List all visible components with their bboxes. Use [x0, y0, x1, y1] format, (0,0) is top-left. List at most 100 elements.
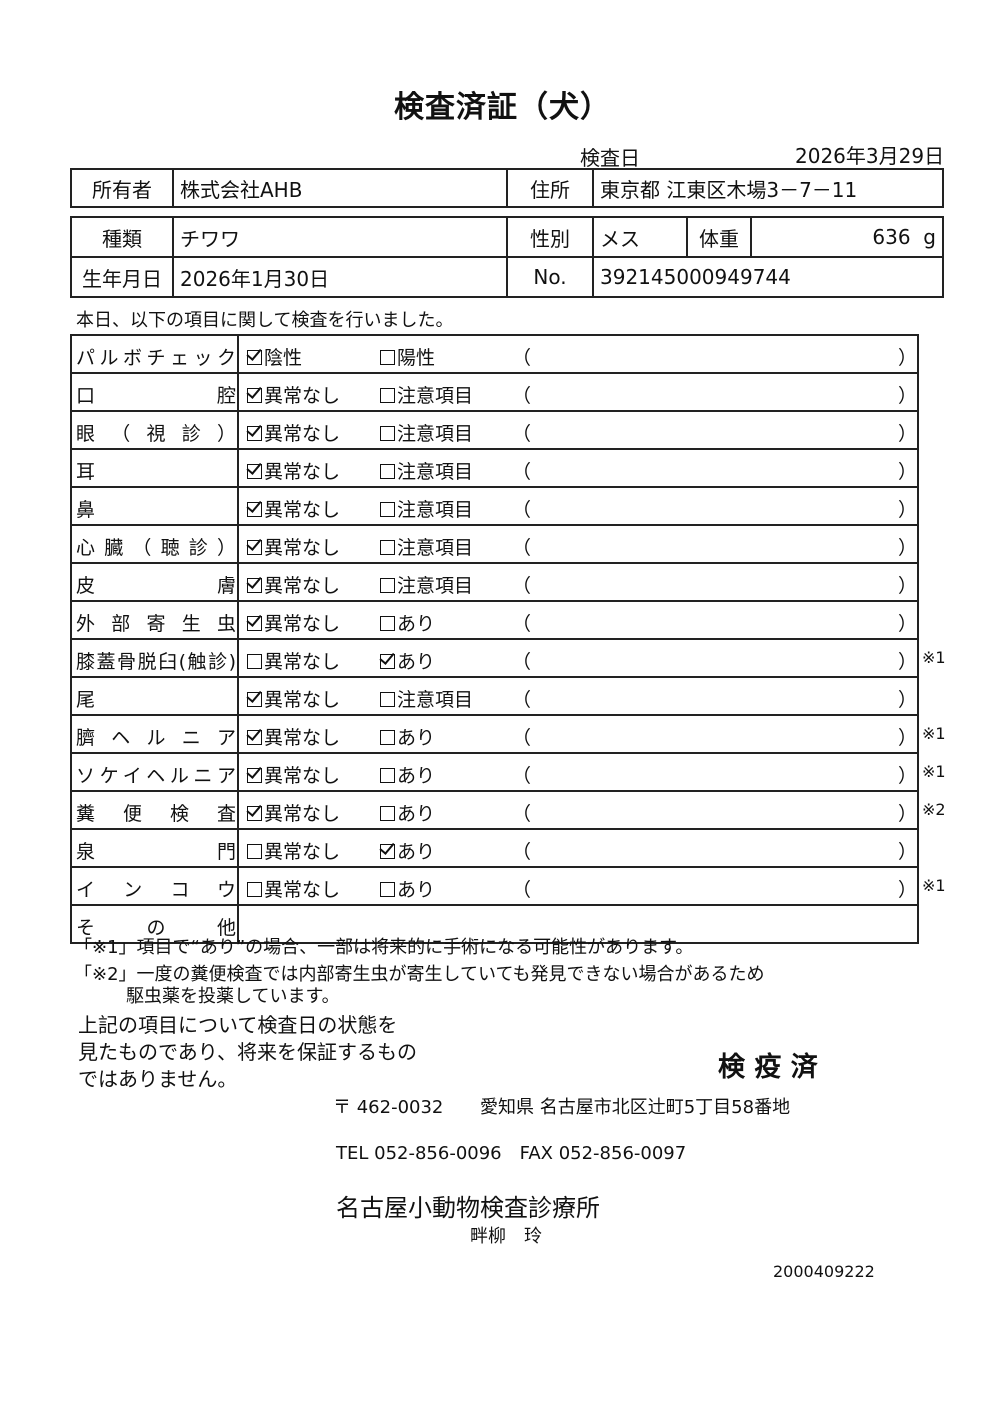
option-label: 注意項目: [397, 537, 474, 559]
option-label: 異常なし: [264, 765, 341, 787]
check-row: 膝蓋骨脱臼(触診) 異常なし あり （ ） ※1: [72, 640, 946, 678]
checkbox-checked-icon[interactable]: [380, 844, 395, 859]
checkbox-unchecked-icon[interactable]: [247, 882, 262, 897]
paren-close: ）: [898, 423, 918, 445]
disclaimer-line: 見たものであり、将来を保証するもの: [78, 1040, 417, 1064]
checkbox-checked-icon[interactable]: [247, 616, 262, 631]
checkbox-checked-icon[interactable]: [247, 692, 262, 707]
option-label: あり: [397, 879, 436, 901]
option-2: 注意項目: [380, 495, 473, 522]
divider: [237, 640, 239, 676]
checkbox-unchecked-icon[interactable]: [380, 730, 395, 745]
option-1: 異常なし: [247, 875, 340, 902]
divider: [237, 602, 239, 638]
disclaimer: 上記の項目について検査日の状態を 見たものであり、将来を保証するもの ではありま…: [78, 1012, 417, 1093]
checkbox-unchecked-icon[interactable]: [247, 844, 262, 859]
paren-open: （: [512, 461, 532, 483]
checkbox-checked-icon[interactable]: [247, 388, 262, 403]
checkbox-unchecked-icon[interactable]: [380, 464, 395, 479]
option-1: 異常なし: [247, 837, 340, 864]
paren-open: （: [512, 613, 532, 635]
checkbox-checked-icon[interactable]: [247, 730, 262, 745]
divider: [237, 336, 239, 372]
checkbox-checked-icon[interactable]: [247, 540, 262, 555]
divider: [237, 906, 239, 942]
check-label: 口腔: [76, 385, 236, 407]
checkbox-unchecked-icon[interactable]: [247, 654, 262, 669]
option-label: 陽性: [397, 347, 436, 369]
checkbox-unchecked-icon[interactable]: [380, 388, 395, 403]
paren-close: ）: [898, 879, 918, 901]
checkbox-unchecked-icon[interactable]: [380, 502, 395, 517]
option-1: 異常なし: [247, 533, 340, 560]
divider: [237, 830, 239, 866]
check-row: 眼（視診） 異常なし 注意項目 （ ）: [72, 412, 917, 450]
check-row: 糞便検査 異常なし あり （ ） ※2: [72, 792, 946, 830]
divider: [237, 564, 239, 600]
check-row: 耳 異常なし 注意項目 （ ）: [72, 450, 917, 488]
check-label: パルボチェック: [76, 347, 236, 369]
option-label: 異常なし: [264, 575, 341, 597]
checkbox-checked-icon[interactable]: [247, 578, 262, 593]
no-label: No.: [506, 256, 594, 298]
option-2: 注意項目: [380, 685, 473, 712]
paren-open: （: [512, 765, 532, 787]
option-label: 異常なし: [264, 461, 341, 483]
check-row: 口腔 異常なし 注意項目 （ ）: [72, 374, 917, 412]
paren-close: ）: [898, 385, 918, 407]
option-label: あり: [397, 613, 436, 635]
checkbox-checked-icon[interactable]: [247, 464, 262, 479]
footnote-2-cont: 駆虫薬を投薬しています。: [126, 986, 340, 1007]
option-label: 異常なし: [264, 689, 341, 711]
divider: [237, 488, 239, 524]
paren-close: ）: [898, 803, 918, 825]
weight-label: 体重: [686, 216, 752, 258]
checkbox-unchecked-icon[interactable]: [380, 882, 395, 897]
check-label: 泉門: [76, 841, 236, 863]
weight-number: 636: [872, 225, 911, 249]
checkbox-unchecked-icon[interactable]: [380, 540, 395, 555]
checkbox-checked-icon[interactable]: [247, 806, 262, 821]
checkbox-unchecked-icon[interactable]: [380, 692, 395, 707]
weight-value: 636 g: [750, 216, 944, 258]
divider: [237, 374, 239, 410]
checkbox-unchecked-icon[interactable]: [380, 578, 395, 593]
checkbox-checked-icon[interactable]: [247, 426, 262, 441]
checkbox-checked-icon[interactable]: [247, 350, 262, 365]
checkbox-checked-icon[interactable]: [247, 502, 262, 517]
check-row: その他: [72, 906, 917, 944]
divider: [237, 678, 239, 714]
check-row: 臍ヘルニア 異常なし あり （ ） ※1: [72, 716, 946, 754]
note-mark: ※1: [922, 724, 946, 743]
checkbox-unchecked-icon[interactable]: [380, 768, 395, 783]
checkbox-unchecked-icon[interactable]: [380, 806, 395, 821]
paren-open: （: [512, 385, 532, 407]
check-label: 心臓（聴診）: [76, 537, 236, 559]
clinic-postal: 〒 462-0032: [333, 1097, 444, 1118]
checkbox-unchecked-icon[interactable]: [380, 350, 395, 365]
divider: [237, 868, 239, 904]
option-2: 陽性: [380, 343, 435, 370]
sex-label: 性別: [506, 216, 594, 258]
option-2: あり: [380, 723, 435, 750]
birth-label: 生年月日: [70, 256, 174, 298]
checkbox-checked-icon[interactable]: [247, 768, 262, 783]
checkbox-unchecked-icon[interactable]: [380, 616, 395, 631]
paren-close: ）: [898, 537, 918, 559]
option-1: 異常なし: [247, 571, 340, 598]
check-label: 臍ヘルニア: [76, 727, 236, 749]
option-1: 異常なし: [247, 457, 340, 484]
quarantine-stamp: 検 疫 済: [718, 1052, 818, 1083]
divider: [237, 754, 239, 790]
checkbox-unchecked-icon[interactable]: [380, 426, 395, 441]
exam-date: 2026年3月29日: [795, 144, 945, 168]
paren-open: （: [512, 727, 532, 749]
checkbox-checked-icon[interactable]: [380, 654, 395, 669]
footnote-1: 「※1」項目で“あり”の場合、一部は将来的に手術になる可能性があります。: [74, 937, 694, 958]
note-mark: ※1: [922, 762, 946, 781]
check-label: 外部寄生虫: [76, 613, 236, 635]
option-label: 異常なし: [264, 651, 341, 673]
check-label: 糞便検査: [76, 803, 236, 825]
option-1: 異常なし: [247, 685, 340, 712]
check-label: 耳: [76, 461, 96, 483]
